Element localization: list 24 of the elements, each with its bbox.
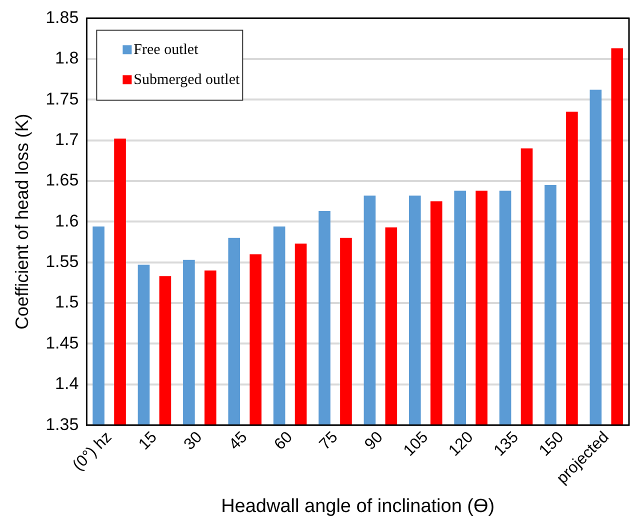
- x-tick-label: 135: [491, 428, 522, 460]
- y-tick-label: 1.8: [55, 48, 79, 68]
- x-tick-label: 30: [181, 428, 206, 454]
- x-tick-label: 45: [226, 428, 251, 454]
- y-tick-label: 1.6: [55, 211, 79, 230]
- y-tick-label: 1.65: [46, 170, 79, 190]
- x-tick-label: 15: [136, 428, 160, 454]
- x-axis-title: Headwall angle of inclination (ϴ): [221, 496, 495, 517]
- y-tick-label: 1.55: [46, 252, 79, 272]
- y-axis-title: Coefficient of head loss (K): [12, 114, 32, 330]
- x-tick-label: 120: [446, 428, 477, 460]
- y-tick-label: 1.35: [46, 414, 79, 434]
- y-tick-label: 1.4: [55, 374, 79, 394]
- x-tick-label: 75: [316, 428, 342, 454]
- y-tick-label: 1.5: [55, 292, 79, 312]
- y-tick-label: 1.7: [55, 130, 79, 149]
- x-tick-label: 60: [271, 428, 296, 454]
- legend-label: Free outlet: [134, 42, 200, 58]
- legend-label: Submerged outlet: [134, 72, 240, 88]
- x-tick-label: 105: [400, 428, 432, 460]
- y-tick-label: 1.85: [46, 8, 79, 27]
- y-tick-label: 1.45: [46, 333, 79, 352]
- x-tick-label: 90: [362, 428, 386, 454]
- y-tick-label: 1.75: [46, 89, 79, 108]
